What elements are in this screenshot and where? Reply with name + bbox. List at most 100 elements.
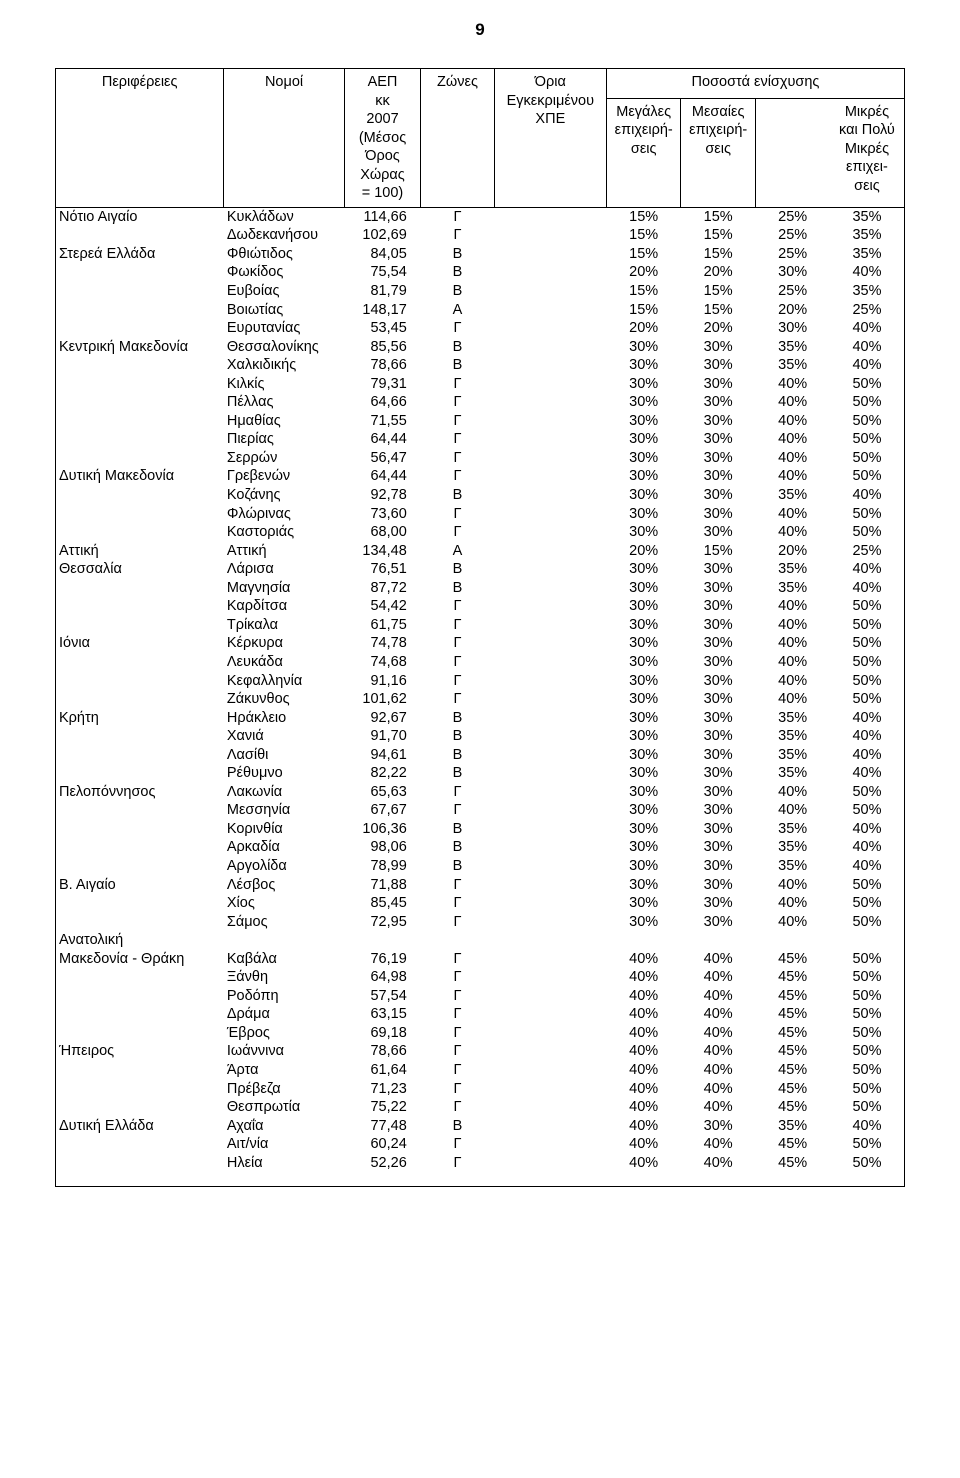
table-row: Χανιά91,70Β30%30%35%40%	[56, 727, 905, 746]
cell-nomos: Ημαθίας	[224, 412, 344, 431]
cell-s1: 20%	[755, 542, 829, 561]
cell-nomos: Κιλκίς	[224, 375, 344, 394]
cell-region: Κεντρική Μακεδονία	[56, 338, 224, 357]
table-row: Αργολίδα78,99Β30%30%35%40%	[56, 857, 905, 876]
cell-region	[56, 894, 224, 913]
cell-s2: 40%	[830, 319, 905, 338]
table-row: Πέλλας64,66Γ30%30%40%50%	[56, 393, 905, 412]
cell-large: 30%	[606, 746, 680, 765]
table-row: Ευρυτανίας53,45Γ20%20%30%40%	[56, 319, 905, 338]
cell-region: Αττική	[56, 542, 224, 561]
cell-s2: 40%	[830, 727, 905, 746]
table-row: Θεσπρωτία75,22Γ40%40%45%50%	[56, 1098, 905, 1117]
cell-large: 40%	[606, 1117, 680, 1136]
cell-aep: 71,55	[344, 412, 421, 431]
cell-medium: 30%	[681, 820, 755, 839]
cell-region	[56, 1098, 224, 1117]
cell-s1: 45%	[755, 1098, 829, 1117]
cell-limit	[494, 412, 606, 431]
cell-medium: 30%	[681, 838, 755, 857]
cell-zone: Γ	[421, 616, 494, 635]
cell-nomos: Αργολίδα	[224, 857, 344, 876]
cell-large: 40%	[606, 1042, 680, 1061]
cell-large: 30%	[606, 449, 680, 468]
table-row: ΙόνιαΚέρκυρα74,78Γ30%30%40%50%	[56, 634, 905, 653]
cell-s2: 50%	[830, 1135, 905, 1154]
cell-medium: 15%	[681, 282, 755, 301]
col-header-region: Περιφέρειες	[56, 69, 224, 208]
cell-s1: 35%	[755, 857, 829, 876]
cell-nomos: Ιωάννινα	[224, 1042, 344, 1061]
cell-large: 30%	[606, 412, 680, 431]
cell-aep: 76,19	[344, 950, 421, 969]
cell-medium: 30%	[681, 597, 755, 616]
cell-large: 30%	[606, 616, 680, 635]
cell-nomos: Λευκάδα	[224, 653, 344, 672]
cell-aep: 81,79	[344, 282, 421, 301]
table-row: Άρτα61,64Γ40%40%45%50%	[56, 1061, 905, 1080]
cell-aep: 92,67	[344, 709, 421, 728]
cell-large: 30%	[606, 894, 680, 913]
cell-s1: 25%	[755, 282, 829, 301]
cell-region	[56, 356, 224, 375]
cell-s2: 50%	[830, 449, 905, 468]
cell-medium: 30%	[681, 876, 755, 895]
col-header-small1	[755, 98, 829, 207]
cell-s1: 35%	[755, 820, 829, 839]
table-row: Ζάκυνθος101,62Γ30%30%40%50%	[56, 690, 905, 709]
cell-zone: Β	[421, 263, 494, 282]
col-header-zone: Ζώνες	[421, 69, 494, 208]
table-row: Χίος85,45Γ30%30%40%50%	[56, 894, 905, 913]
cell-limit	[494, 894, 606, 913]
cell-region	[56, 301, 224, 320]
table-row: Μαγνησία87,72Β30%30%35%40%	[56, 579, 905, 598]
cell-zone: Γ	[421, 523, 494, 542]
cell-large: 20%	[606, 263, 680, 282]
table-row: Τρίκαλα61,75Γ30%30%40%50%	[56, 616, 905, 635]
cell-s2: 50%	[830, 876, 905, 895]
cell-large: 15%	[606, 282, 680, 301]
cell-nomos: Ζάκυνθος	[224, 690, 344, 709]
table-row: Φλώρινας73,60Γ30%30%40%50%	[56, 505, 905, 524]
cell-s1: 35%	[755, 579, 829, 598]
cell-large: 30%	[606, 838, 680, 857]
table-row: Κοζάνης92,78Β30%30%35%40%	[56, 486, 905, 505]
table-row: Σερρών56,47Γ30%30%40%50%	[56, 449, 905, 468]
cell-medium: 30%	[681, 449, 755, 468]
cell-limit	[494, 1080, 606, 1099]
cell-region	[56, 801, 224, 820]
cell-limit	[494, 820, 606, 839]
cell-s1: 30%	[755, 319, 829, 338]
cell-zone: Γ	[421, 690, 494, 709]
cell-large: 30%	[606, 690, 680, 709]
col-header-large: Μεγάλες επιχειρή- σεις	[606, 98, 680, 207]
cell-s1: 40%	[755, 653, 829, 672]
cell-zone: Β	[421, 1117, 494, 1136]
cell-s2: 25%	[830, 542, 905, 561]
cell-medium: 30%	[681, 894, 755, 913]
page-number: 9	[55, 20, 905, 40]
cell-s1: 40%	[755, 523, 829, 542]
cell-medium: 30%	[681, 672, 755, 691]
table-row: Δυτική ΕλλάδαΑχαΐα77,48Β40%30%35%40%	[56, 1117, 905, 1136]
cell-s1: 40%	[755, 412, 829, 431]
cell-s1: 25%	[755, 245, 829, 264]
cell-nomos: Χαλκιδικής	[224, 356, 344, 375]
cell-region	[56, 449, 224, 468]
cell-large: 30%	[606, 857, 680, 876]
cell-s2: 35%	[830, 226, 905, 245]
cell-limit	[494, 356, 606, 375]
cell-zone: Β	[421, 857, 494, 876]
cell-s2: 50%	[830, 801, 905, 820]
cell-zone: Β	[421, 764, 494, 783]
cell-nomos: Ρέθυμνο	[224, 764, 344, 783]
cell-region: Κρήτη	[56, 709, 224, 728]
cell-limit	[494, 393, 606, 412]
cell-nomos: Μαγνησία	[224, 579, 344, 598]
cell-aep: 78,66	[344, 356, 421, 375]
cell-aep: 64,66	[344, 393, 421, 412]
table-row: Δράμα63,15Γ40%40%45%50%	[56, 1005, 905, 1024]
cell-s1: 45%	[755, 1042, 829, 1061]
cell-nomos: Ηλεία	[224, 1154, 344, 1173]
cell-nomos: Δράμα	[224, 1005, 344, 1024]
